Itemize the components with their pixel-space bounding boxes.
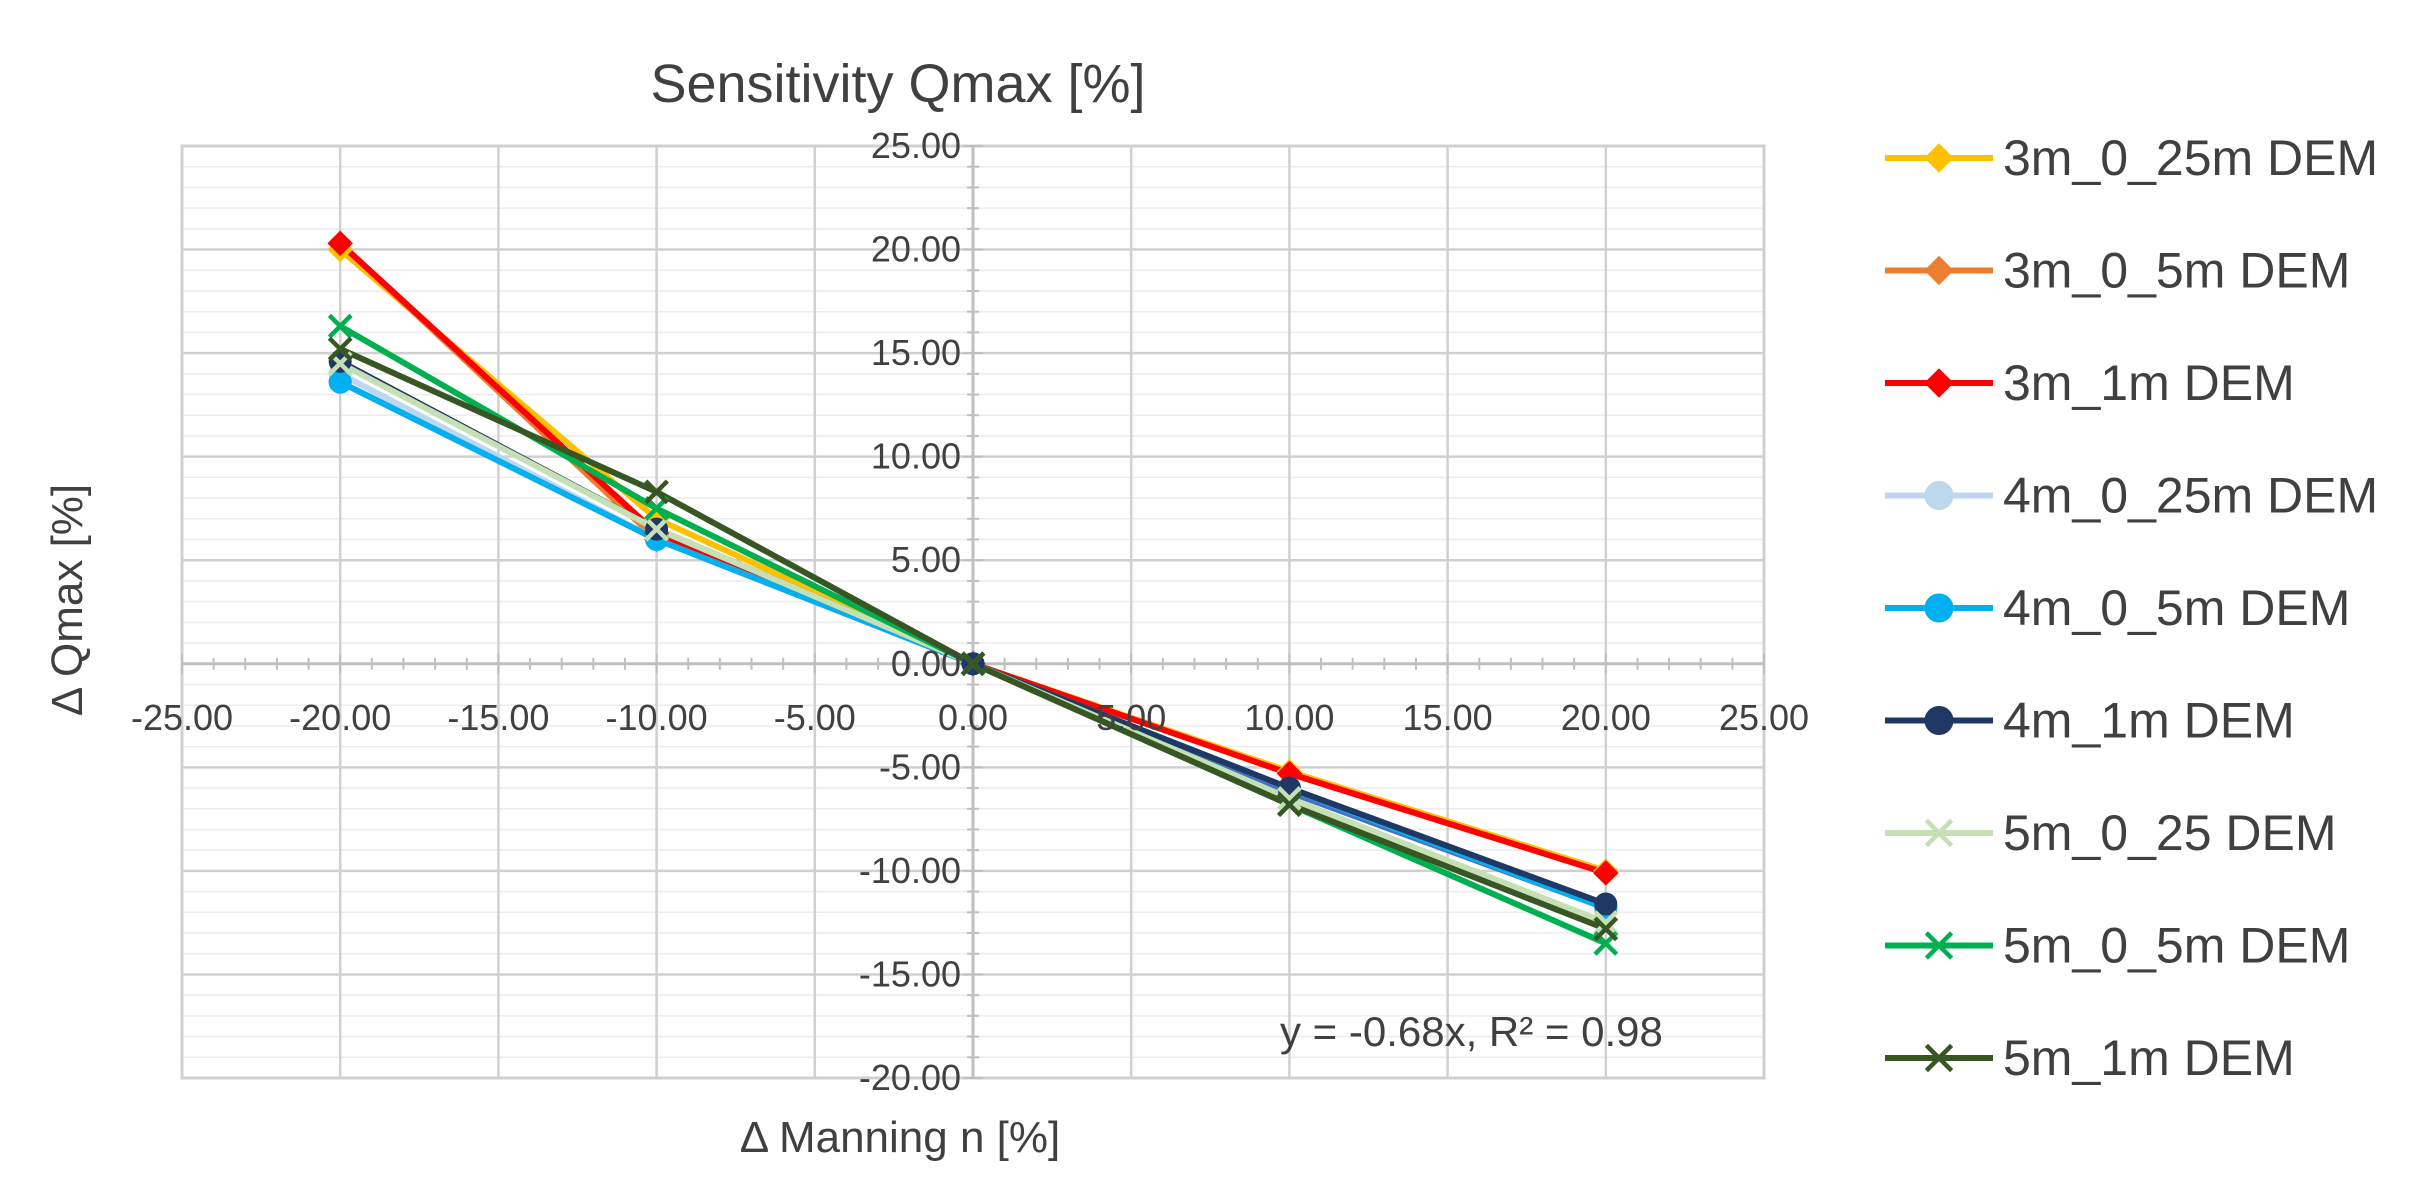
x-tick-label: 20.00 bbox=[1561, 697, 1651, 738]
x-tick-label: -5.00 bbox=[774, 697, 856, 738]
legend-marker-6 bbox=[1924, 706, 1954, 735]
y-tick-label: -10.00 bbox=[859, 850, 961, 891]
legend-label-4: 4m_0_25m DEM bbox=[2003, 468, 2378, 524]
x-tick-label: -15.00 bbox=[447, 697, 549, 738]
data-point-s9 bbox=[1593, 916, 1619, 942]
y-tick-label: 10.00 bbox=[871, 436, 961, 477]
legend-marker-9 bbox=[1924, 1043, 1954, 1073]
x-tick-label: 0.00 bbox=[938, 697, 1008, 738]
data-point-s3 bbox=[1593, 860, 1619, 886]
data-point-s3 bbox=[327, 230, 353, 257]
data-point-s8 bbox=[327, 313, 353, 339]
legend-label-6: 4m_1m DEM bbox=[2003, 693, 2295, 749]
x-tick-label: -25.00 bbox=[131, 697, 233, 738]
legend-label-1: 3m_0_25m DEM bbox=[2003, 130, 2378, 186]
data-point-s9 bbox=[1277, 792, 1302, 818]
x-axis-title: Δ Manning n [%] bbox=[740, 1113, 1060, 1162]
data-point-s9 bbox=[327, 336, 353, 362]
data-point-s9 bbox=[960, 651, 986, 677]
legend-marker-8 bbox=[1924, 931, 1954, 960]
x-tick-label: 25.00 bbox=[1719, 697, 1809, 738]
legend-marker-5 bbox=[1924, 593, 1954, 623]
data-point-s9 bbox=[644, 479, 669, 505]
y-tick-label: -20.00 bbox=[859, 1057, 961, 1098]
y-tick-label: 0.00 bbox=[891, 643, 961, 684]
y-tick-label: 20.00 bbox=[871, 229, 961, 270]
legend-label-3: 3m_1m DEM bbox=[2003, 355, 2295, 411]
legend: 3m_0_25m DEM 3m_0_5m DEM 3m_1m DEM 4m_0_25m… bbox=[1885, 130, 2378, 1086]
y-axis-title: Δ Qmax [%] bbox=[43, 484, 92, 716]
legend-label-8: 5m_0_5m DEM bbox=[2003, 918, 2350, 974]
legend-label-5: 4m_0_5m DEM bbox=[2003, 580, 2350, 636]
x-tick-label: 15.00 bbox=[1403, 697, 1493, 738]
x-tick-label: -10.00 bbox=[606, 697, 708, 738]
legend-marker-7 bbox=[1924, 818, 1954, 848]
data-point-s7 bbox=[1277, 786, 1302, 811]
series-layer bbox=[327, 230, 1619, 956]
x-tick-label: 5.00 bbox=[1096, 697, 1166, 738]
chart-title: Sensitivity Qmax [%] bbox=[650, 54, 1145, 114]
trendline-equation: y = -0.68x, R² = 0.98 bbox=[1280, 1008, 1663, 1055]
tick-labels: -25.00 -20.00 -15.00 -10.00 -5.00 0.00 5.00 10.… bbox=[131, 125, 1809, 1098]
data-point-s7 bbox=[644, 516, 669, 542]
legend-marker-3 bbox=[1924, 368, 1954, 398]
legend-label-2: 3m_0_5m DEM bbox=[2003, 243, 2350, 299]
y-tick-label: 5.00 bbox=[891, 539, 961, 580]
data-point-s5 bbox=[328, 370, 352, 394]
data-point-s7 bbox=[1593, 910, 1619, 936]
legend-label-9: 5m_1m DEM bbox=[2003, 1030, 2295, 1086]
x-tick-label: -20.00 bbox=[289, 697, 391, 738]
y-tick-label: -15.00 bbox=[859, 953, 961, 994]
y-tick-label: -5.00 bbox=[879, 746, 961, 787]
y-tick-label: 25.00 bbox=[871, 125, 961, 166]
legend-marker-2 bbox=[1924, 255, 1954, 286]
legend-marker-4 bbox=[1924, 481, 1954, 510]
legend-label-7: 5m_0_25 DEM bbox=[2003, 805, 2337, 861]
y-tick-label: 15.00 bbox=[871, 332, 961, 373]
x-tick-label: 10.00 bbox=[1244, 697, 1334, 738]
data-point-s6 bbox=[1594, 892, 1618, 916]
legend-marker-1 bbox=[1924, 143, 1954, 173]
